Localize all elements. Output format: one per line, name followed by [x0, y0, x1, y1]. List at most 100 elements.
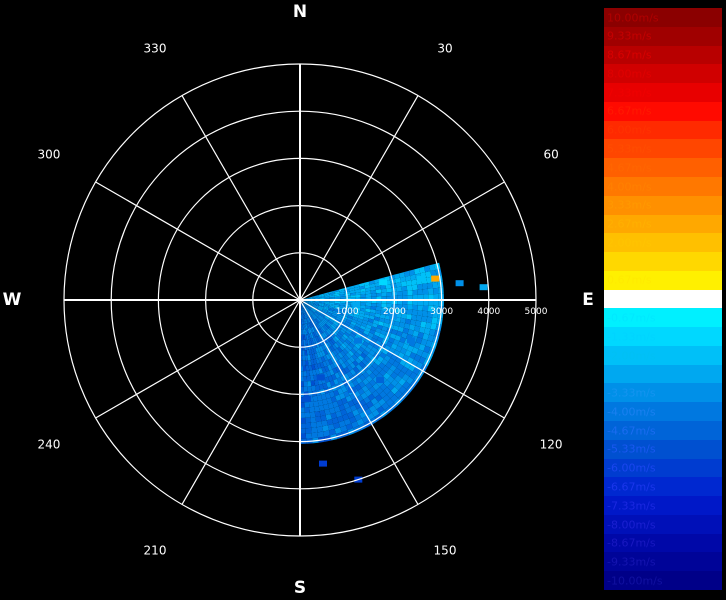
colorbar-entry: 0.67m/s: [604, 270, 722, 291]
echo-gate: [302, 308, 305, 314]
echo-gate: [396, 363, 404, 371]
echo-gate: [302, 345, 305, 351]
colorbar-entry: -6.00m/s: [604, 458, 722, 478]
echo-gate: [330, 338, 336, 345]
echo-gate: [402, 343, 409, 350]
echo-gate: [327, 328, 332, 334]
echo-gate: [377, 355, 384, 363]
echo-gate: [305, 417, 311, 424]
echo-gate: [406, 280, 412, 286]
echo-gate: [311, 308, 316, 312]
echo-gate: [303, 308, 307, 313]
echo-gate: [325, 392, 331, 399]
echo-gate: [329, 293, 335, 297]
echo-gate: [359, 285, 366, 290]
echo-gate: [334, 327, 341, 333]
echo-gate: [343, 286, 350, 291]
echo-gate: [344, 321, 351, 326]
echo-gate: [362, 349, 369, 356]
echo-gate: [337, 388, 344, 395]
echo-gate: [365, 324, 372, 330]
colorbar-label: -2.00m/s: [607, 349, 656, 363]
echo-gate: [398, 385, 407, 394]
echo-gate: [365, 375, 373, 383]
echo-gate: [300, 428, 306, 434]
echo-gate: [355, 357, 362, 364]
echo-gate: [329, 295, 335, 298]
echo-gate: [330, 324, 336, 330]
echo-gate: [370, 290, 377, 294]
colorbar-entry: 5.33m/s: [604, 139, 722, 159]
echo-gate: [319, 295, 325, 298]
colorbar-entry: -5.33m/s: [604, 439, 722, 460]
echo-gate: [363, 330, 370, 336]
echo-gate: [333, 307, 340, 311]
echo-gate: [340, 375, 346, 382]
echo-gate: [329, 340, 334, 346]
echo-gate: [374, 313, 381, 318]
echo-gate: [396, 304, 403, 309]
echo-gate: [317, 341, 322, 347]
echo-gate: [389, 364, 397, 372]
echo-gate: [344, 331, 350, 338]
echo-gate: [307, 354, 311, 361]
echo-gate: [308, 300, 315, 302]
echo-gate: [331, 374, 337, 381]
colorbar-entry: 4.67m/s: [604, 158, 722, 178]
echo-gate: [347, 315, 354, 319]
echo-gate: [318, 368, 323, 374]
colorbar-label: -8.67m/s: [607, 536, 656, 550]
echo-gate: [348, 313, 354, 317]
echo-gate: [347, 327, 353, 333]
echo-gate: [371, 303, 377, 307]
echo-sample: [479, 284, 488, 291]
echo-gate: [324, 330, 330, 336]
echo-gate: [333, 309, 339, 313]
polar-labels: N E S W 30 60 120 150 210 240 300 330 1000 2000 3000 40…: [3, 2, 594, 598]
echo-gate: [304, 407, 310, 413]
echo-gate: [302, 313, 305, 320]
echo-gate: [349, 308, 355, 313]
echo-gate: [302, 360, 306, 366]
echo-gate: [337, 346, 343, 353]
echo-gate: [300, 412, 306, 418]
echo-gate: [398, 378, 406, 386]
echo-gate: [313, 342, 318, 349]
echo-gate: [313, 295, 319, 297]
echo-gate: [325, 354, 331, 360]
echo-gate: [412, 289, 418, 296]
echo-gate: [403, 270, 411, 277]
echo-gate: [332, 401, 339, 408]
echo-gate: [311, 385, 316, 392]
echo-gate: [335, 317, 342, 321]
colorbar-entry: -1.33m/s: [604, 327, 722, 347]
range-ring-label: 2000: [383, 307, 406, 317]
echo-gate: [385, 361, 393, 369]
echo-gate: [307, 304, 312, 309]
echo-gate: [337, 313, 343, 318]
echo-gate: [392, 360, 400, 368]
echo-gate: [332, 321, 339, 326]
echo-gate: [305, 365, 310, 371]
echo-gate: [335, 394, 342, 402]
echo-gate: [303, 301, 309, 304]
echo-gate: [369, 405, 377, 413]
echo-gate: [324, 296, 330, 298]
echo-gate: [360, 343, 367, 350]
echo-sample: [376, 377, 385, 384]
echo-gate: [433, 300, 439, 307]
echo-gate: [301, 308, 303, 314]
echo-gate: [308, 298, 315, 300]
echo-gate: [301, 308, 304, 314]
echo-gate: [332, 367, 338, 374]
echo-gate: [349, 323, 356, 329]
echo-gate: [331, 344, 338, 350]
echo-gate: [405, 275, 412, 282]
echo-gate: [325, 342, 330, 349]
echo-gate: [360, 392, 368, 400]
echo-gate: [328, 429, 336, 436]
echo-gate: [375, 365, 383, 373]
echo-gate: [382, 365, 390, 373]
echo-gate: [373, 343, 380, 350]
echo-gate: [386, 368, 394, 376]
